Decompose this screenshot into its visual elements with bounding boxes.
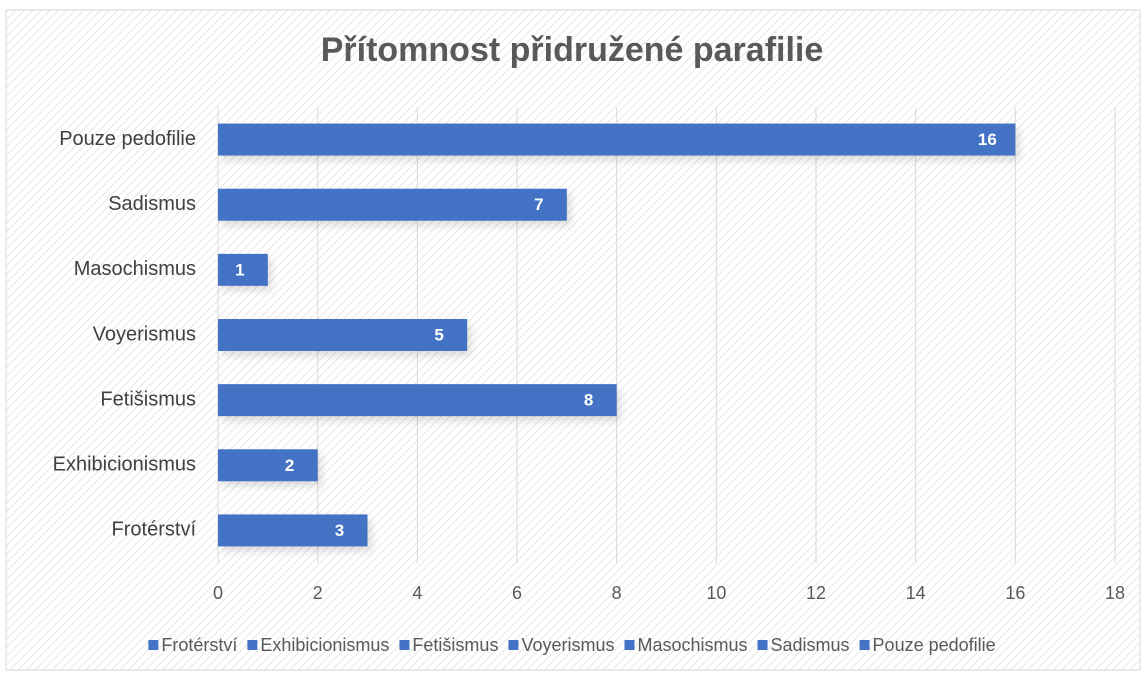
data-label: 1: [235, 260, 244, 279]
legend-swatch: [148, 640, 159, 650]
legend-swatch: [508, 640, 519, 650]
y-tick-label: Exhibicionismus: [53, 454, 196, 476]
bar: [218, 188, 567, 221]
data-label: 5: [434, 325, 443, 344]
legend-label: Exhibicionismus: [260, 635, 389, 655]
y-tick-label: Pouze pedofilie: [59, 128, 196, 150]
x-tick-label: 10: [706, 583, 726, 603]
x-tick-label: 12: [806, 583, 826, 603]
legend-label: Fetišismus: [412, 635, 498, 655]
legend-swatch: [757, 640, 768, 650]
y-tick-label: Masochismus: [74, 258, 196, 280]
bar: [218, 253, 268, 286]
y-tick-label: Sadismus: [108, 193, 196, 215]
legend-label: Pouze pedofilie: [873, 635, 996, 655]
x-tick-label: 0: [213, 583, 223, 603]
legend-label: Frotérství: [161, 635, 237, 655]
legend-swatch: [247, 640, 258, 650]
legend: Frotérství Exhibicionismus Fetišismus Voyer…: [148, 635, 996, 655]
x-tick-label: 14: [906, 583, 926, 603]
data-label: 3: [335, 521, 344, 540]
data-label: 8: [584, 391, 593, 410]
legend-label: Sadismus: [771, 635, 850, 655]
x-tick-label: 8: [612, 583, 622, 603]
y-tick-label: Frotérství: [112, 519, 197, 541]
y-tick-label: Fetišismus: [100, 388, 196, 410]
chart-title: Přítomnost přidružené parafilie: [321, 31, 824, 69]
bar: [218, 514, 368, 547]
legend-swatch: [859, 640, 870, 650]
bar: [218, 449, 318, 482]
chart-background: [5, 9, 1141, 671]
data-label: 16: [978, 130, 997, 149]
y-tick-label: Voyerismus: [93, 323, 196, 345]
legend-label: Voyerismus: [521, 635, 614, 655]
x-tick-label: 16: [1005, 583, 1025, 603]
data-label: 2: [285, 456, 294, 475]
x-tick-label: 2: [313, 583, 323, 603]
x-tick-label: 18: [1105, 583, 1125, 603]
x-tick-label: 6: [512, 583, 522, 603]
data-label: 7: [534, 195, 543, 214]
x-tick-label: 4: [412, 583, 422, 603]
bar: [218, 384, 617, 417]
legend-label: Masochismus: [637, 635, 747, 655]
legend-swatch: [624, 640, 635, 650]
bar: [218, 319, 468, 351]
bar: [218, 123, 1016, 156]
legend-swatch: [399, 640, 410, 650]
